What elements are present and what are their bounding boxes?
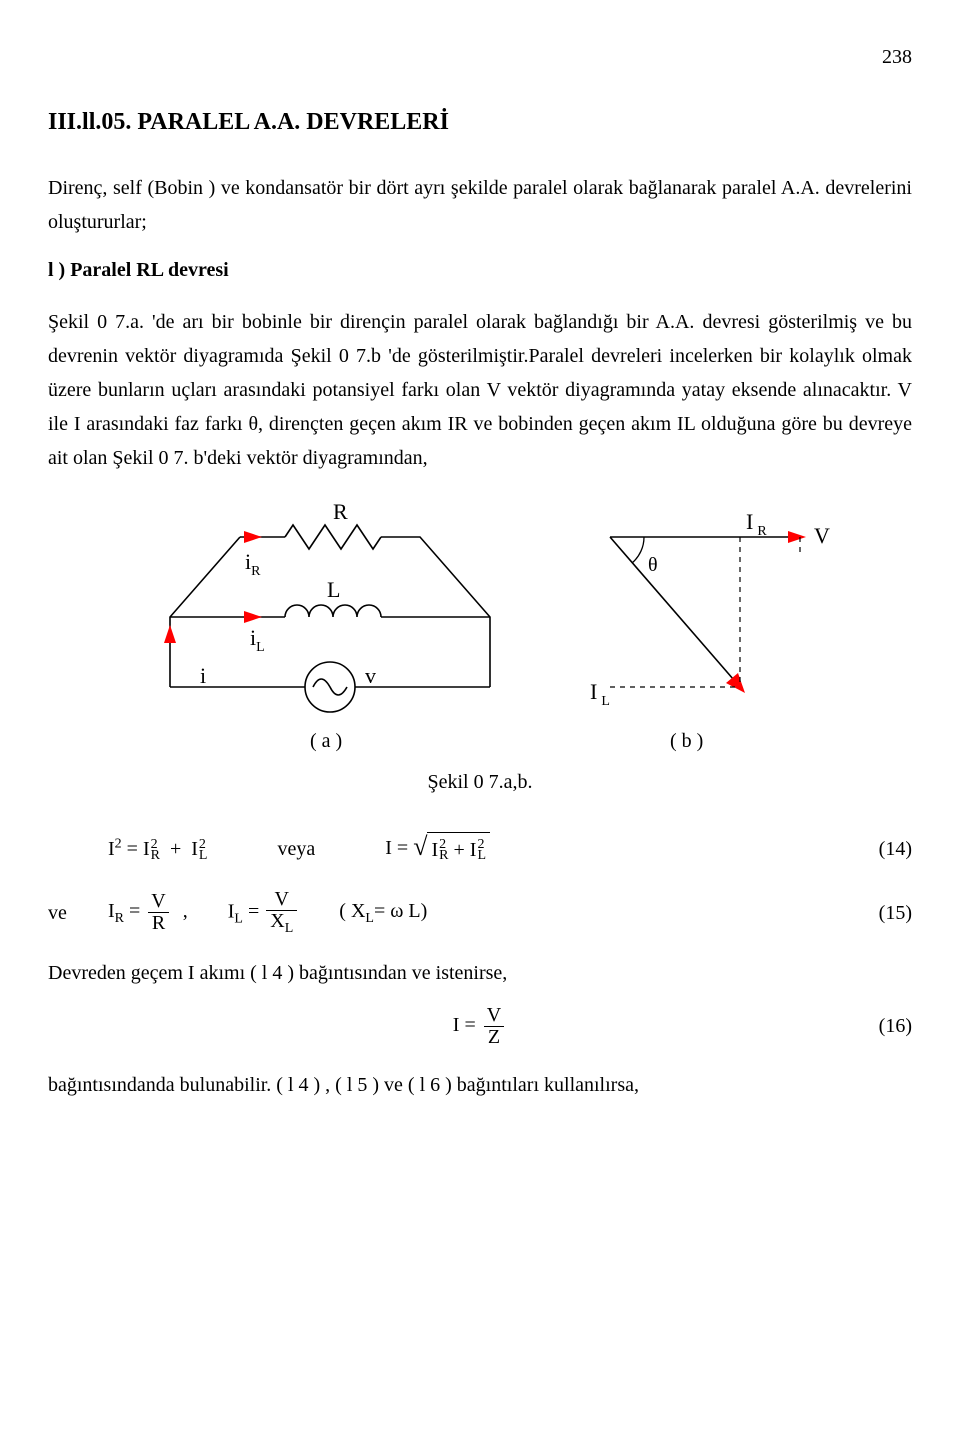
body-paragraph-3: Devreden geçem I akımı ( l 4 ) bağıntısı… (48, 956, 912, 990)
page-number: 238 (48, 40, 912, 74)
caption-b: ( b ) (670, 730, 703, 752)
figure-svg: R L iR iL i v ( a ) (100, 497, 860, 757)
intro-paragraph: Direnç, self (Bobin ) ve kondansatör bir… (48, 171, 912, 239)
body-paragraph-2: Şekil 0 7.a. 'de arı bir bobinle bir dir… (48, 305, 912, 475)
arrow-V-icon (788, 531, 806, 543)
label-iR: iR (245, 549, 261, 579)
phasor-diagram: IR V θ IL ( b ) (590, 509, 830, 752)
eq15-IR: IR = VR , (108, 891, 188, 934)
label-iL: iL (250, 625, 265, 655)
arrow-ir-icon (244, 531, 262, 543)
body-paragraph-4: bağıntısındanda bulunabilir. ( l 4 ) , (… (48, 1068, 912, 1102)
eq14-rhs: I = √ I2R + I2L (385, 831, 490, 867)
label-IR-phasor: IR (746, 509, 767, 539)
eq14-number: (14) (852, 832, 912, 866)
eq15-paren: ( XL= ω L) (339, 894, 427, 931)
figure-caption: Şekil 0 7.a,b. (48, 765, 912, 799)
arrow-I-icon (726, 673, 745, 693)
label-IL-phasor: IL (590, 679, 610, 709)
eq15-number: (15) (852, 896, 912, 930)
eq16-number: (16) (852, 1009, 912, 1043)
label-i: i (200, 663, 206, 688)
section-title: III.ll.05. PARALEL A.A. DEVRELERİ (48, 102, 912, 143)
label-theta: θ (648, 554, 658, 576)
arrow-il-icon (244, 611, 262, 623)
label-L: L (327, 577, 340, 602)
equation-15: ve IR = VR , IL = VXL ( XL= ω L) (15) (48, 889, 912, 937)
figure-07ab: R L iR iL i v ( a ) (48, 497, 912, 757)
equation-16: I = VZ (16) (48, 1004, 912, 1048)
caption-a: ( a ) (310, 730, 342, 752)
label-V-phasor: V (814, 523, 830, 548)
eq14-veya: veya (277, 832, 315, 866)
eq14-lhs: I2 = I2R + I2L (108, 832, 207, 866)
eq15-ve: ve (48, 896, 108, 930)
circuit-diagram: R L iR iL i v ( a ) (164, 499, 490, 752)
equation-14: I2 = I2R + I2L veya I = √ I2R + I2L (14) (48, 827, 912, 871)
eq16-body: I = VZ (453, 1005, 507, 1048)
body-paragraph-2-text: Şekil 0 7.a. 'de arı bir bobinle bir dir… (48, 311, 912, 469)
label-v: v (365, 663, 376, 688)
label-R: R (333, 499, 348, 524)
subhead-parallel-rl: l ) Paralel RL devresi (48, 253, 912, 287)
eq15-IL: IL = VXL (228, 889, 300, 937)
arrow-i-icon (164, 625, 176, 643)
